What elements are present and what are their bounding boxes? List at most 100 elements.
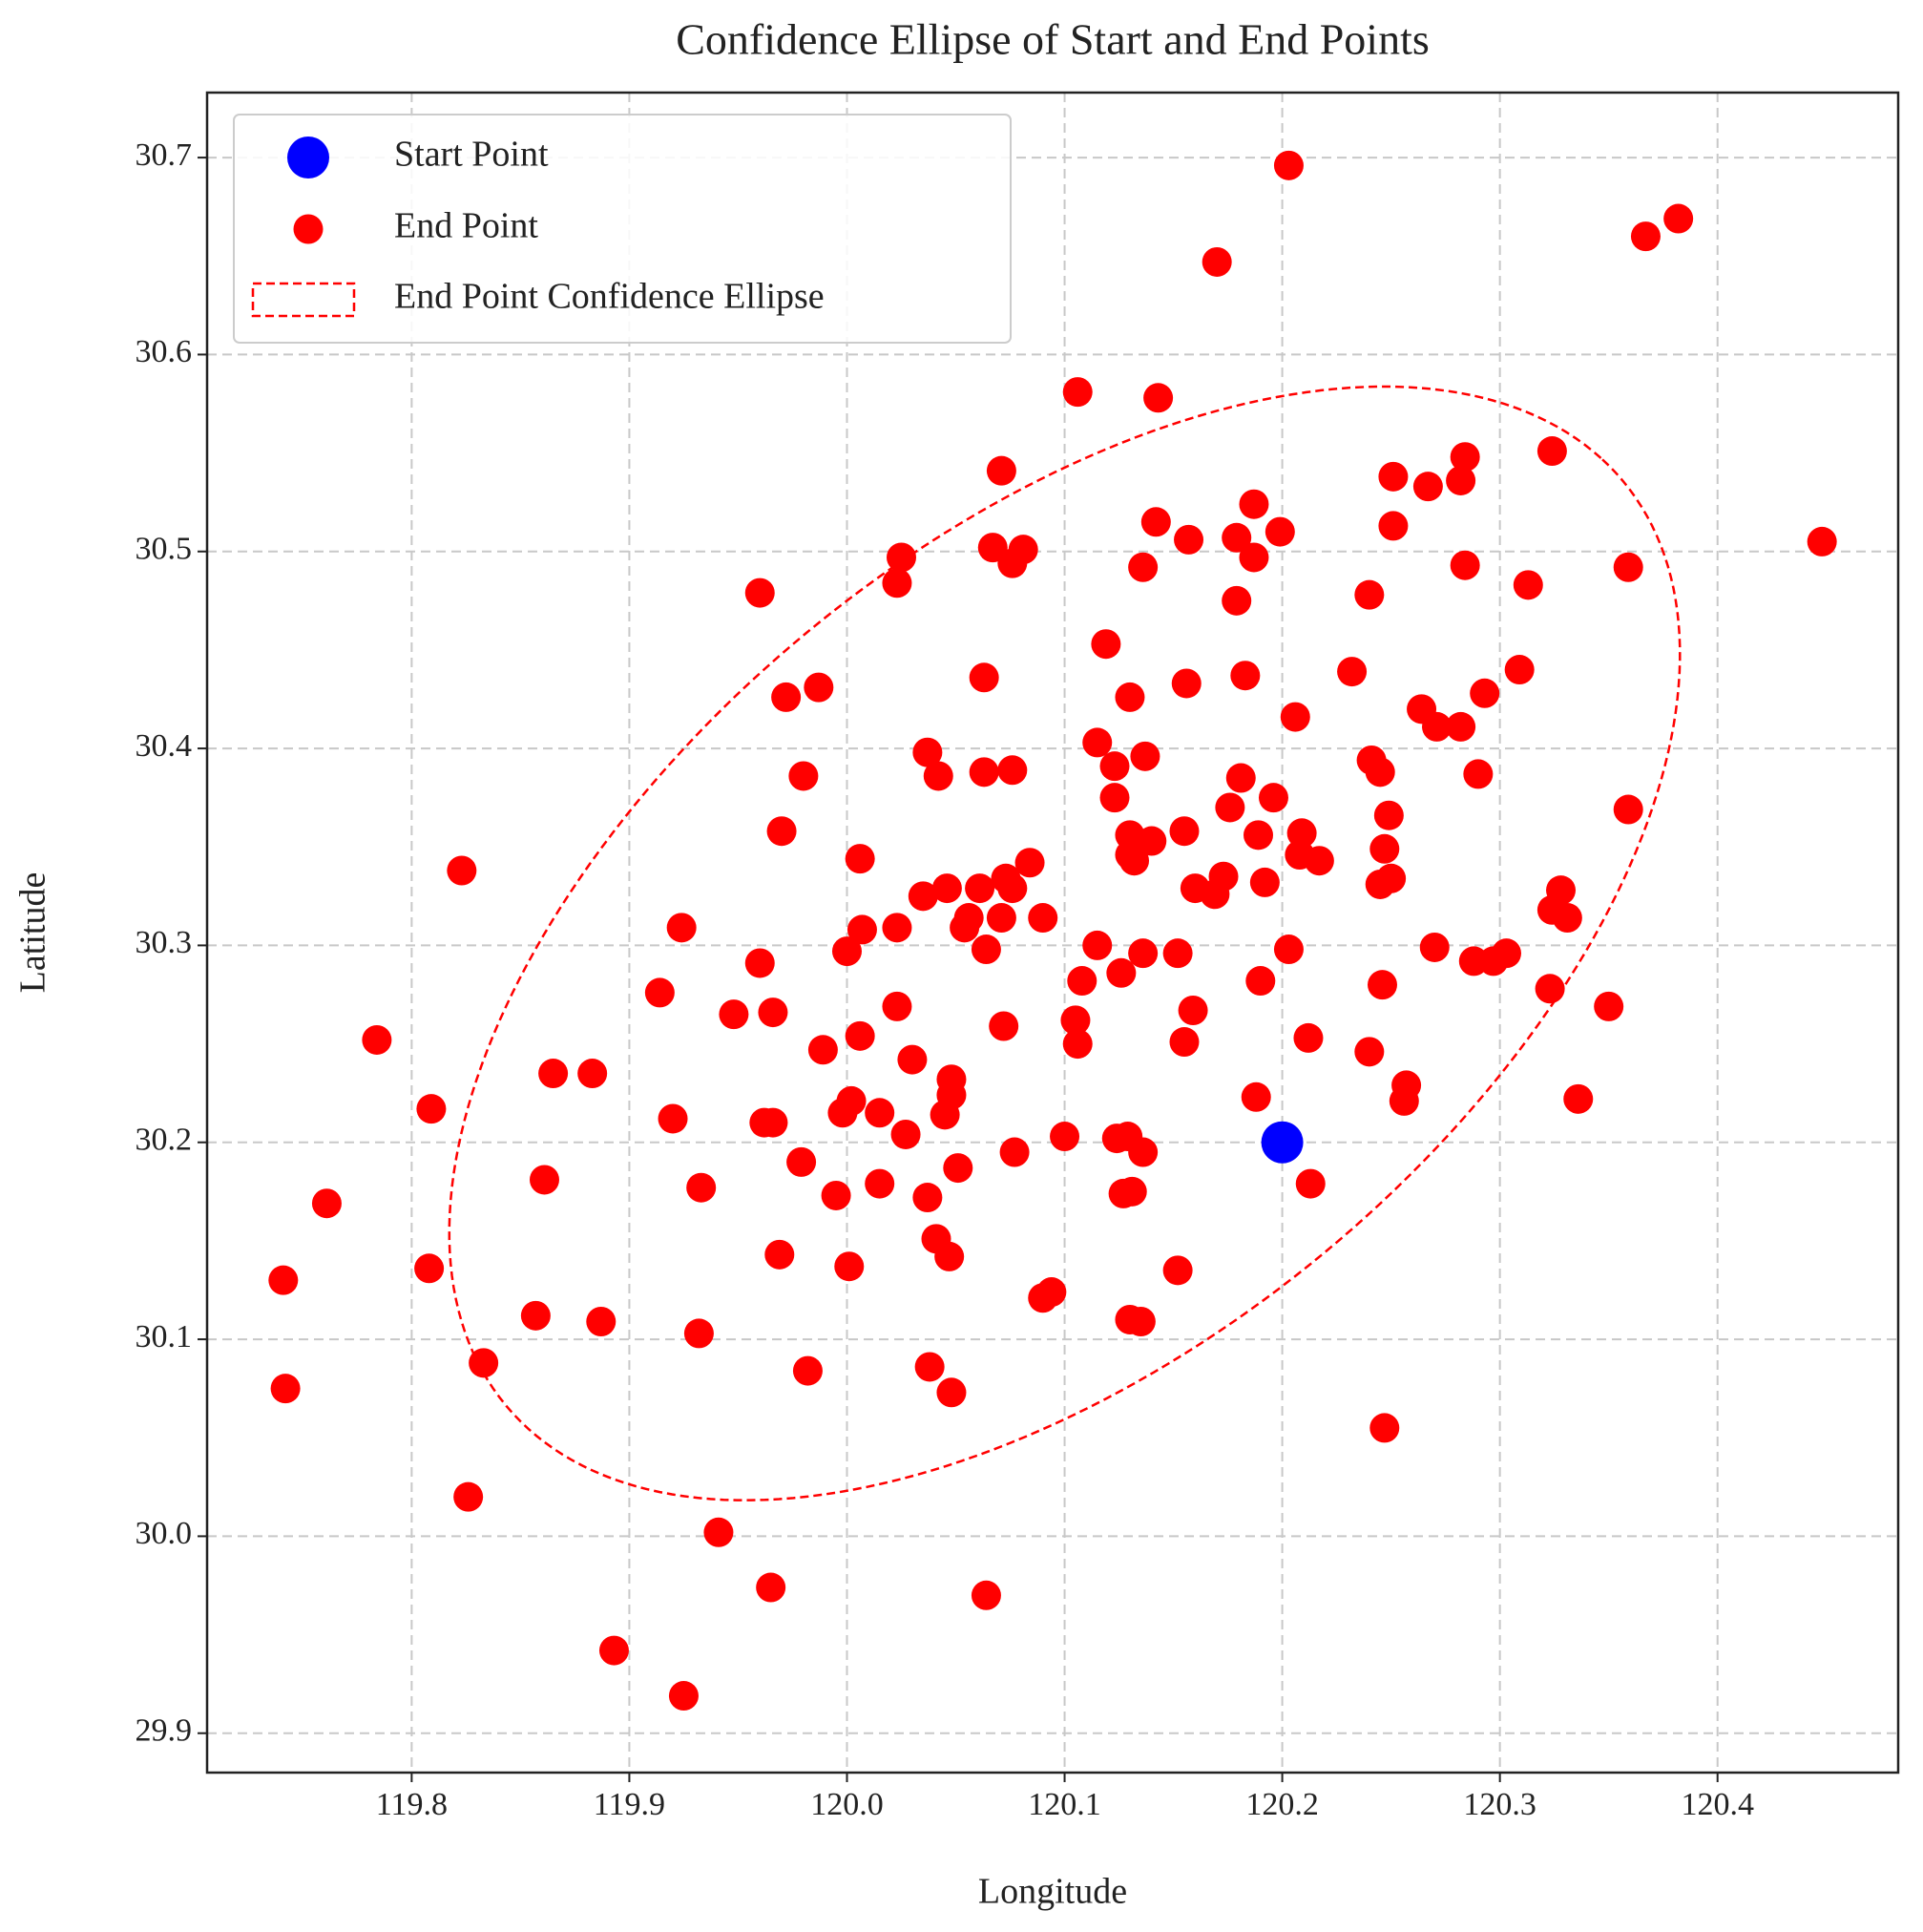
data-point bbox=[890, 1119, 921, 1149]
x-tick-label: 120.0 bbox=[810, 1787, 884, 1822]
data-point bbox=[865, 1168, 895, 1199]
data-point bbox=[914, 1352, 945, 1382]
data-point bbox=[1050, 1122, 1080, 1152]
data-point bbox=[804, 672, 834, 703]
data-point bbox=[686, 1172, 717, 1203]
data-point bbox=[997, 873, 1028, 904]
data-point bbox=[1082, 930, 1113, 960]
data-point bbox=[1239, 489, 1269, 519]
data-point bbox=[416, 1094, 447, 1124]
data-point bbox=[792, 1355, 823, 1386]
data-point bbox=[1630, 221, 1661, 252]
data-point bbox=[1389, 1085, 1419, 1116]
data-point bbox=[1369, 1413, 1400, 1443]
data-point bbox=[1513, 570, 1543, 600]
data-point bbox=[1504, 655, 1535, 685]
data-point bbox=[666, 913, 697, 943]
y-tick-label: 29.9 bbox=[136, 1713, 193, 1749]
data-point bbox=[912, 1183, 943, 1213]
data-point bbox=[1099, 783, 1130, 813]
data-point bbox=[703, 1517, 734, 1547]
data-point bbox=[999, 1137, 1030, 1167]
data-point bbox=[1450, 442, 1480, 472]
data-point bbox=[882, 913, 912, 943]
data-point bbox=[1354, 579, 1385, 610]
y-tick-label: 30.1 bbox=[136, 1319, 193, 1354]
data-point bbox=[1261, 1121, 1304, 1164]
y-tick-label: 30.2 bbox=[136, 1123, 193, 1158]
data-point bbox=[950, 913, 980, 943]
data-point bbox=[756, 1572, 786, 1603]
data-point bbox=[1412, 472, 1443, 502]
legend: Start Point End Point End Point Confidence… bbox=[233, 114, 1012, 344]
data-point bbox=[865, 1098, 895, 1128]
data-point bbox=[997, 755, 1028, 786]
legend-label: End Point bbox=[394, 206, 538, 246]
data-point bbox=[1140, 507, 1171, 537]
data-point bbox=[1230, 661, 1261, 691]
legend-marker bbox=[287, 136, 329, 178]
data-point bbox=[1062, 1029, 1093, 1060]
data-point bbox=[1028, 903, 1058, 934]
legend-marker bbox=[293, 214, 324, 244]
y-tick-label: 30.3 bbox=[136, 925, 193, 960]
data-point bbox=[923, 761, 953, 791]
chart-title: Confidence Ellipse of Start and End Poin… bbox=[676, 15, 1430, 64]
x-axis-label: Longitude bbox=[978, 1872, 1127, 1912]
data-point bbox=[1143, 383, 1174, 413]
data-point bbox=[1091, 629, 1121, 660]
data-point bbox=[1368, 970, 1398, 1000]
data-point bbox=[1563, 1083, 1594, 1114]
y-tick-label: 30.4 bbox=[136, 728, 193, 764]
data-point bbox=[1273, 150, 1304, 180]
data-point bbox=[1663, 203, 1694, 234]
data-point bbox=[1101, 1124, 1132, 1154]
data-point bbox=[821, 1180, 851, 1210]
data-point bbox=[270, 1374, 301, 1404]
data-point bbox=[1369, 833, 1400, 864]
data-point bbox=[969, 757, 999, 788]
data-point bbox=[1239, 542, 1269, 573]
x-tick-label: 120.1 bbox=[1028, 1787, 1101, 1822]
data-point bbox=[788, 761, 819, 791]
data-point bbox=[362, 1024, 392, 1055]
y-tick-label: 30.5 bbox=[136, 532, 193, 567]
data-point bbox=[1106, 957, 1137, 988]
data-point bbox=[943, 1153, 973, 1184]
data-point bbox=[1273, 934, 1304, 965]
data-point bbox=[986, 455, 1016, 486]
data-point bbox=[1594, 991, 1624, 1021]
data-point bbox=[586, 1307, 617, 1337]
data-point bbox=[719, 999, 749, 1030]
data-point bbox=[934, 1241, 965, 1271]
data-point bbox=[311, 1188, 342, 1219]
data-point bbox=[1365, 869, 1395, 899]
data-point bbox=[529, 1165, 559, 1195]
data-point bbox=[268, 1265, 299, 1295]
data-point bbox=[453, 1481, 484, 1512]
x-tick-label: 119.8 bbox=[376, 1787, 448, 1822]
data-point bbox=[469, 1348, 499, 1378]
plot-frame bbox=[205, 91, 1900, 1774]
data-point bbox=[644, 977, 675, 1008]
data-point bbox=[1450, 550, 1480, 580]
data-point bbox=[1446, 465, 1476, 495]
legend-label: Start Point bbox=[394, 135, 549, 175]
data-point bbox=[847, 914, 877, 945]
data-point bbox=[887, 542, 917, 573]
data-point bbox=[1304, 846, 1334, 876]
data-point bbox=[1295, 1168, 1326, 1199]
data-point bbox=[1125, 1307, 1156, 1337]
data-point bbox=[1130, 741, 1160, 771]
data-point bbox=[1337, 657, 1368, 687]
data-point bbox=[1245, 966, 1276, 997]
data-point bbox=[1470, 678, 1500, 708]
data-point bbox=[1174, 524, 1204, 555]
data-point bbox=[1178, 996, 1208, 1026]
data-point bbox=[1249, 867, 1280, 897]
x-tick-label: 119.9 bbox=[594, 1787, 665, 1822]
data-point bbox=[1119, 846, 1150, 876]
data-point bbox=[1028, 1283, 1058, 1313]
